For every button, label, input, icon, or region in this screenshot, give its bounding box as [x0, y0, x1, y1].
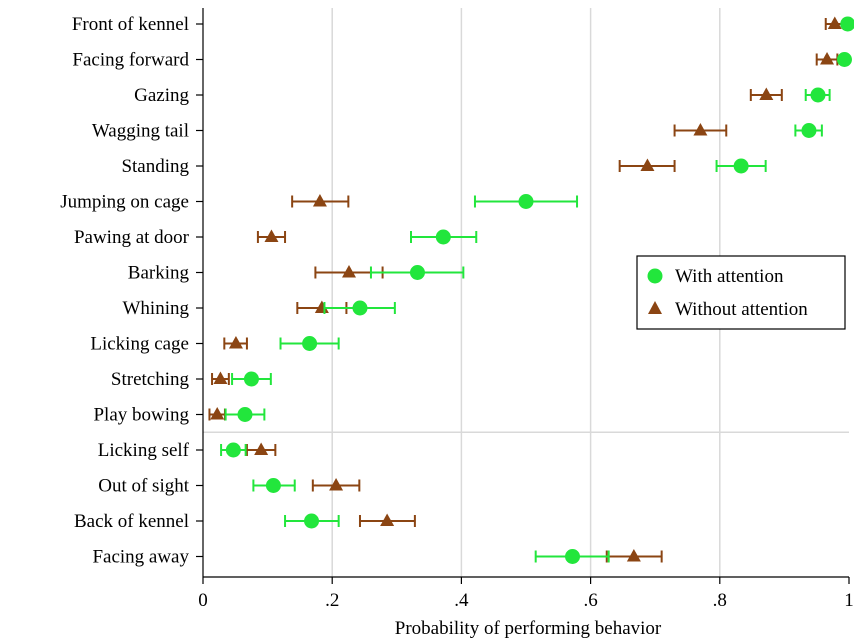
grid-lines: [203, 8, 849, 577]
category-label: Jumping on cage: [60, 192, 189, 213]
data-point-circle: [304, 513, 320, 529]
category-label: Wagging tail: [92, 121, 189, 142]
data-point-triangle: [759, 87, 774, 101]
x-tick-label: .8: [713, 590, 727, 611]
category-label: Back of kennel: [74, 511, 189, 532]
category-label: Barking: [128, 263, 190, 284]
x-axis-ticks: 0 .2 .4 .6 .8 1: [198, 577, 854, 611]
data-point-triangle: [314, 300, 329, 314]
category-label: Licking self: [98, 440, 190, 461]
data-point-circle: [518, 194, 534, 209]
category-label: Pawing at door: [74, 227, 190, 248]
data-point-triangle: [640, 158, 655, 172]
legend-label: With attention: [675, 266, 784, 287]
category-label: Whining: [123, 298, 190, 319]
category-label: Facing forward: [72, 50, 189, 71]
data-point-triangle: [264, 229, 279, 243]
series-without-attention: [208, 16, 845, 563]
plot-frame: [202, 8, 849, 578]
data-point-circle: [409, 265, 425, 280]
data-point-triangle: [380, 513, 395, 527]
series-with-attention: [220, 16, 854, 564]
series-group: [208, 16, 854, 564]
legend: With attention Without attention: [636, 255, 846, 330]
data-point-circle: [801, 123, 817, 138]
data-point-triangle: [341, 265, 356, 278]
data-point-triangle: [213, 371, 228, 385]
x-tick-label: 1: [844, 590, 854, 611]
category-label: Play bowing: [93, 405, 189, 426]
data-point-circle: [352, 300, 368, 316]
data-point-triangle: [210, 407, 225, 420]
legend-marker-circle: [647, 268, 663, 284]
data-point-circle: [265, 478, 281, 493]
data-point-circle: [733, 158, 749, 174]
data-point-triangle: [312, 194, 327, 207]
data-point-circle: [810, 87, 826, 103]
data-point-triangle: [827, 16, 842, 30]
data-point-circle: [302, 336, 318, 351]
category-label: Front of kennel: [72, 14, 189, 35]
category-label: Gazing: [134, 85, 189, 106]
x-tick-label: .4: [454, 590, 469, 611]
data-point-triangle: [329, 478, 344, 491]
data-point-triangle: [820, 52, 835, 65]
data-point-circle: [225, 442, 241, 458]
data-point-circle: [836, 52, 852, 67]
data-point-triangle: [228, 336, 243, 349]
data-point-triangle: [693, 123, 708, 136]
data-point-circle: [840, 16, 854, 32]
legend-box: [636, 255, 846, 330]
x-tick-label: .6: [583, 590, 597, 611]
data-point-circle: [243, 371, 259, 387]
category-label: Out of sight: [98, 476, 190, 497]
category-labels: Front of kennel Facing forward Gazing Waggi…: [60, 14, 203, 568]
data-point-triangle: [254, 442, 269, 456]
data-point-circle: [237, 407, 253, 422]
x-tick-label: 0: [198, 590, 208, 611]
data-point-circle: [565, 549, 581, 564]
x-axis-title: Probability of performing behavior: [395, 618, 662, 638]
category-label: Standing: [121, 156, 189, 177]
category-label: Facing away: [92, 547, 189, 568]
data-point-triangle: [626, 549, 641, 562]
data-point-circle: [435, 229, 451, 245]
category-label: Licking cage: [90, 334, 189, 355]
legend-marker-triangle: [648, 301, 662, 314]
category-label: Stretching: [111, 369, 190, 390]
legend-label: Without attention: [675, 299, 808, 320]
x-tick-label: .2: [325, 590, 339, 611]
